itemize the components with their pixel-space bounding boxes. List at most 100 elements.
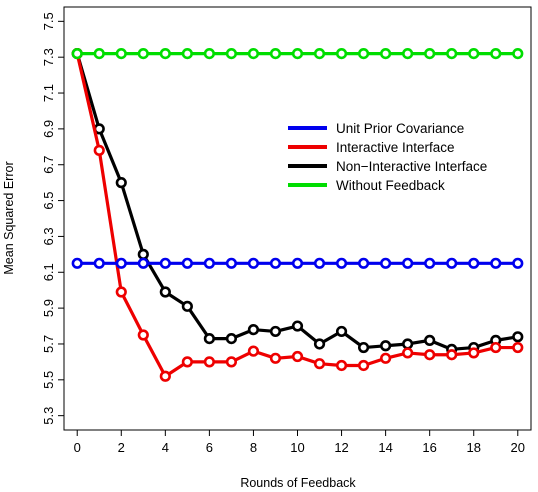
data-point [357, 341, 370, 354]
y-tick-label: 6.1 [41, 263, 56, 281]
data-point [380, 352, 392, 364]
y-tick-label: 7.3 [41, 48, 56, 66]
data-point [313, 257, 326, 269]
x-axis: 0 2 4 6 8 10 12 14 16 18 20 [74, 430, 525, 455]
data-point [71, 257, 83, 269]
data-point [468, 347, 480, 359]
data-point [93, 48, 105, 60]
data-point [357, 359, 370, 372]
data-point [468, 48, 480, 60]
data-point [512, 331, 524, 343]
legend: Unit Prior Covariance Interactive Interfa… [288, 121, 487, 193]
data-point [357, 257, 370, 269]
series-without-feedback [71, 48, 524, 60]
x-tick-label: 4 [162, 440, 169, 455]
data-point [137, 248, 149, 260]
data-point [269, 325, 282, 338]
data-point [159, 257, 171, 269]
data-point [335, 48, 348, 60]
series-layer [71, 48, 524, 382]
x-tick-label: 18 [466, 440, 480, 455]
legend-label: Non−Interactive Interface [336, 159, 487, 174]
y-tick-label: 6.5 [41, 192, 56, 210]
x-tick-label: 2 [118, 440, 125, 455]
x-axis-title: Rounds of Feedback [240, 476, 356, 490]
y-tick-label: 6.7 [41, 156, 56, 174]
x-tick-label: 0 [74, 440, 81, 455]
data-point [380, 257, 392, 269]
data-point [424, 334, 436, 346]
series-unit-prior-covariance [71, 257, 524, 269]
data-point [137, 329, 149, 341]
data-point [424, 257, 436, 269]
data-point [247, 48, 260, 60]
series-non-interactive-interface [71, 48, 524, 355]
data-point [402, 338, 414, 350]
x-tick-label: 6 [206, 440, 213, 455]
x-tick-label: 16 [422, 440, 436, 455]
data-point [93, 144, 105, 156]
series-line [75, 53, 519, 351]
data-point [512, 257, 524, 269]
data-point [247, 345, 260, 357]
data-point [137, 257, 149, 269]
data-point [225, 356, 238, 368]
data-point [335, 257, 348, 269]
data-point [115, 257, 127, 269]
data-point [225, 332, 238, 345]
data-point [446, 48, 458, 60]
data-point [115, 286, 127, 298]
data-point [291, 350, 304, 363]
y-tick-label: 6.3 [41, 227, 56, 245]
data-point [424, 48, 436, 60]
data-point [446, 349, 458, 361]
x-tick-label: 10 [290, 440, 304, 455]
y-tick-label: 5.7 [41, 335, 56, 353]
legend-label: Unit Prior Covariance [336, 121, 464, 136]
data-point [115, 48, 127, 60]
data-point [269, 352, 282, 364]
data-point [225, 48, 238, 60]
data-point [181, 257, 193, 269]
data-point [512, 341, 524, 354]
data-point [247, 324, 260, 336]
y-tick-label: 7.1 [41, 84, 56, 102]
data-point [203, 257, 215, 269]
data-point [512, 48, 524, 60]
data-point [159, 48, 171, 60]
data-point [203, 48, 215, 60]
data-point [424, 349, 436, 361]
data-point [291, 48, 304, 60]
data-point [291, 320, 304, 332]
data-point [313, 338, 326, 350]
y-axis: 5.3 5.5 5.7 5.9 6.1 6.3 6.5 6.7 6.9 7.1 7.3 7.5 [41, 12, 64, 425]
data-point [247, 257, 260, 269]
data-point [402, 48, 414, 60]
y-tick-label: 5.9 [41, 299, 56, 317]
x-tick-label: 8 [250, 440, 257, 455]
legend-label: Without Feedback [336, 178, 445, 193]
data-point [203, 332, 215, 345]
data-point [269, 48, 282, 60]
x-tick-label: 14 [378, 440, 392, 455]
series-interactive-interface [71, 48, 524, 382]
legend-label: Interactive Interface [336, 140, 455, 155]
data-point [490, 341, 502, 354]
y-axis-title: Mean Squared Error [2, 161, 16, 274]
data-point [490, 48, 502, 60]
x-tick-label: 12 [334, 440, 348, 455]
data-point [313, 358, 326, 370]
data-point [380, 48, 392, 60]
data-point [181, 356, 193, 368]
data-point [335, 359, 348, 372]
data-point [159, 370, 171, 382]
y-tick-label: 5.3 [41, 407, 56, 425]
data-point [380, 340, 392, 352]
data-point [225, 257, 238, 269]
data-point [468, 257, 480, 269]
data-point [490, 257, 502, 269]
data-point [313, 48, 326, 60]
x-tick-label: 20 [511, 440, 525, 455]
y-tick-label: 5.5 [41, 371, 56, 389]
